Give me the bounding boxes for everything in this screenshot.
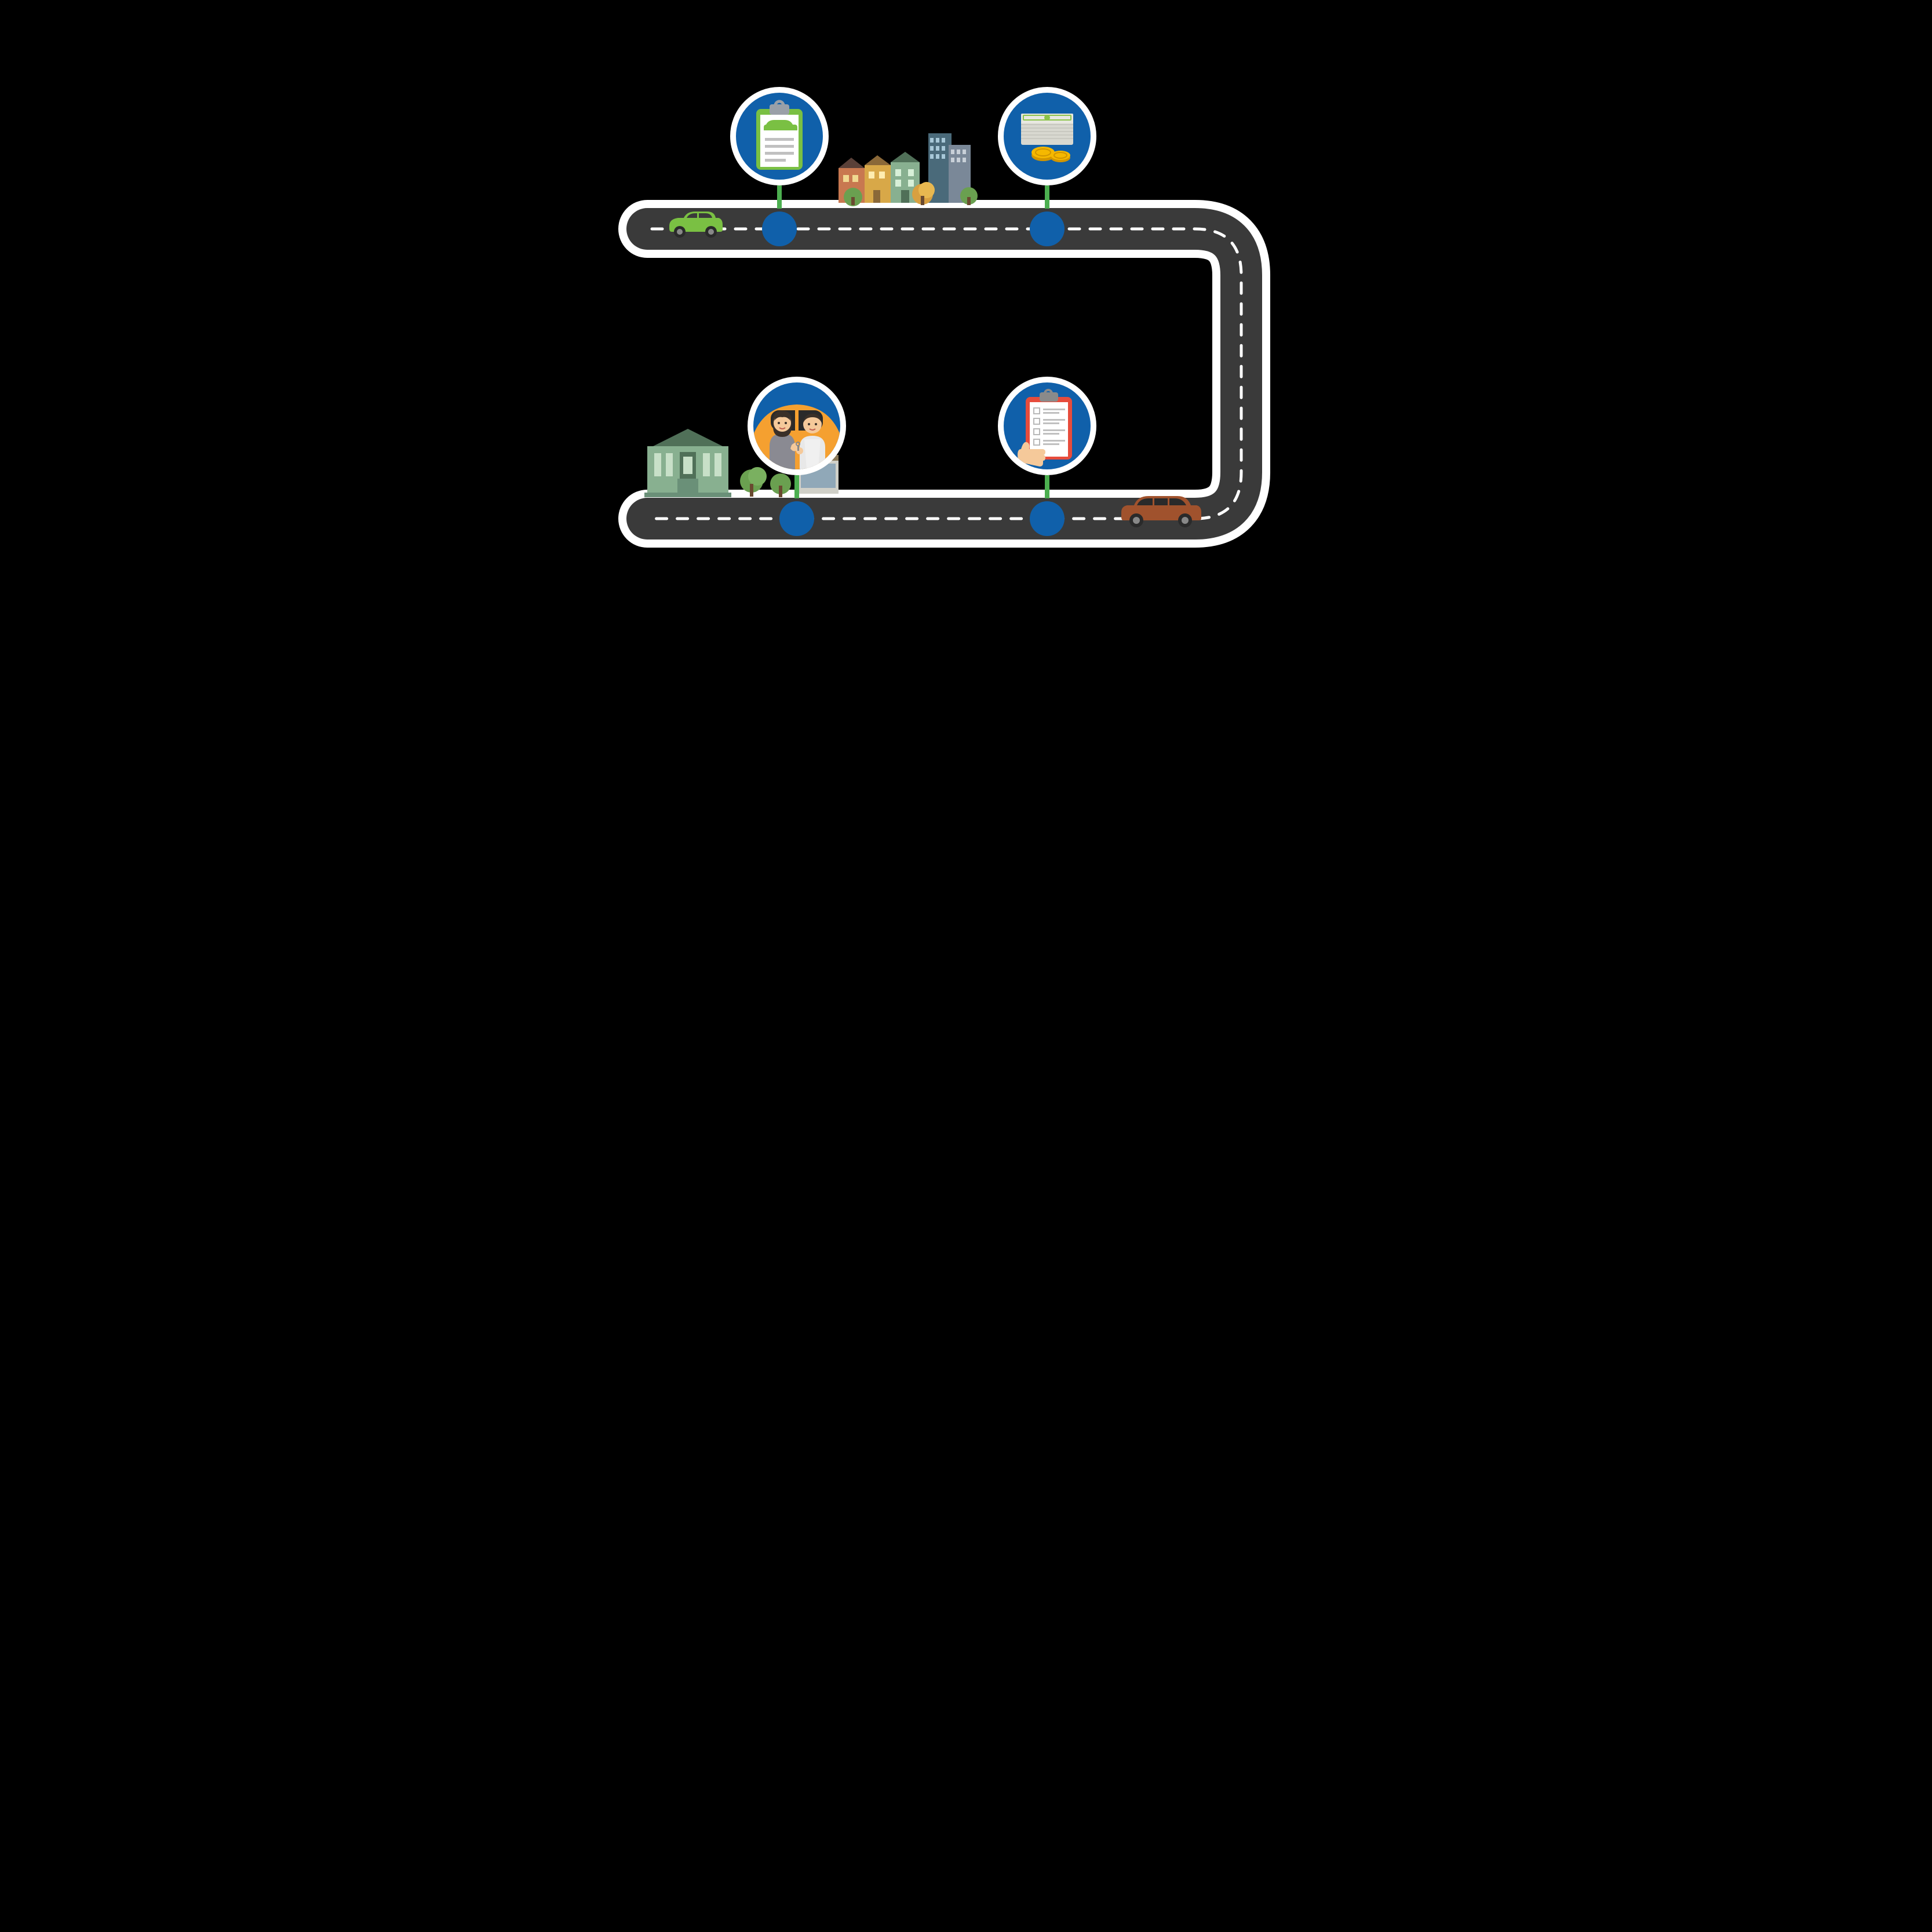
step1-label [670, 272, 891, 299]
step3-icon-checklist [998, 377, 1096, 475]
step2-icon-money [998, 87, 1096, 185]
step4-connector [794, 475, 799, 498]
step2-badge [1030, 212, 1065, 246]
city-scene-top [833, 133, 989, 209]
step1-connector [777, 185, 782, 209]
brown-suv [1117, 493, 1204, 528]
green-car [664, 209, 724, 239]
step4-icon-people [748, 377, 846, 475]
step4-label [659, 565, 920, 592]
step1-icon-clipboard [730, 87, 829, 185]
step1-badge [762, 212, 797, 246]
step2-connector [1045, 185, 1049, 209]
infographic-root [595, 0, 1337, 742]
road-path [595, 0, 1337, 742]
step4-badge [779, 501, 814, 536]
step3-badge [1030, 501, 1065, 536]
step3-label [940, 565, 1160, 592]
step2-label [940, 272, 1160, 299]
step3-connector [1045, 475, 1049, 498]
